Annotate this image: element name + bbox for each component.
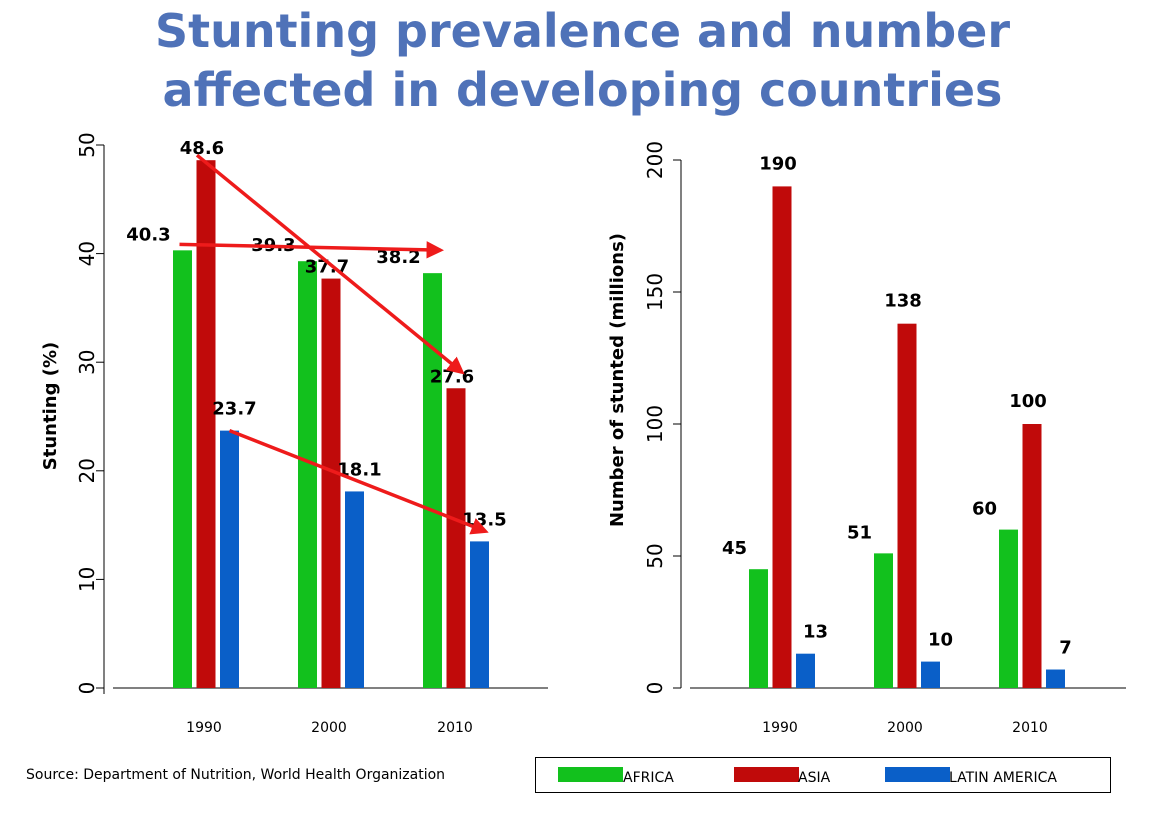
legend-swatch-africa [558,767,623,782]
bar [897,323,917,688]
bar [321,278,341,688]
data-label: 48.6 [180,138,224,159]
y-tick-label: 0 [643,682,667,695]
legend-swatch-latin-america [885,767,950,782]
bar [196,160,216,689]
bar [173,250,192,689]
x-tick-label: 2000 [887,720,923,736]
bar [298,261,317,688]
y-axis-title: Number of stunted (millions) [607,233,628,527]
bar [423,273,442,688]
x-axis: 1990 2000 2010 [186,720,473,736]
legend-label-asia: ASIA [798,770,831,786]
legend-label-latin-america: LATIN AMERICA [949,770,1057,786]
data-label: 138 [884,291,922,312]
y-axis: 0 10 20 30 40 50 [75,132,105,695]
chart-title-line-1: Stunting prevalence and number [154,4,1011,58]
bar [446,388,466,688]
y-axis-title: Stunting (%) [40,342,61,470]
chart-title: Stunting prevalence and number affected … [0,0,1150,120]
y-tick-label: 30 [75,349,99,374]
y-tick-label: 200 [643,141,667,179]
x-tick-label: 1990 [186,720,222,736]
data-label: 13 [803,622,828,643]
x-tick-label: 1990 [762,720,798,736]
trend-arrow [228,428,489,535]
data-label: 23.7 [212,399,256,420]
data-label: 45 [722,538,747,559]
x-axis: 1990 2000 2010 [762,720,1048,736]
data-label: 190 [759,153,797,174]
x-tick-label: 2010 [437,720,473,736]
bar [999,529,1018,688]
bar [1022,424,1042,688]
y-tick-label: 20 [75,458,99,483]
data-labels: 40.339.338.248.637.727.623.718.113.5 [126,138,506,530]
data-label: 100 [1009,391,1047,412]
data-label: 60 [972,499,997,520]
legend-swatch-asia [734,767,799,782]
bar [921,661,940,688]
bar [874,553,893,688]
data-labels: 45 51 60 190 138 100 13 10 7 [722,153,1072,658]
bars [749,186,1065,688]
y-tick-label: 50 [643,543,667,568]
data-label: 10 [928,630,953,651]
chart-title-line-2: affected in developing countries [162,63,1003,117]
y-tick-label: 100 [643,405,667,443]
y-tick-label: 150 [643,273,667,311]
bar [220,430,239,688]
bar [1046,669,1065,688]
x-tick-label: 2010 [1012,720,1048,736]
data-label: 38.2 [376,247,420,268]
bar [772,186,792,688]
bar [345,491,364,688]
y-tick-label: 50 [75,132,99,157]
bar [470,541,489,688]
y-tick-label: 0 [75,682,99,695]
source-note: Source: Department of Nutrition, World H… [26,767,446,783]
data-label: 7 [1059,638,1072,659]
y-tick-label: 10 [75,567,99,592]
x-tick-label: 2000 [311,720,347,736]
data-label: 18.1 [337,459,381,480]
y-axis: 0 50 100 150 200 [643,141,682,695]
data-label: 51 [847,522,872,543]
data-label: 40.3 [126,224,170,245]
trend-arrow [195,153,465,375]
bars [173,160,489,689]
y-tick-label: 40 [75,241,99,266]
bar [749,569,768,688]
legend: AFRICA ASIA LATIN AMERICA [535,757,1111,793]
trend-arrows [179,153,489,535]
bar [796,653,815,688]
stunted-number-chart: 0 50 100 150 200 Number of stunted (millions)… [607,141,1126,736]
legend-label-africa: AFRICA [623,770,674,786]
